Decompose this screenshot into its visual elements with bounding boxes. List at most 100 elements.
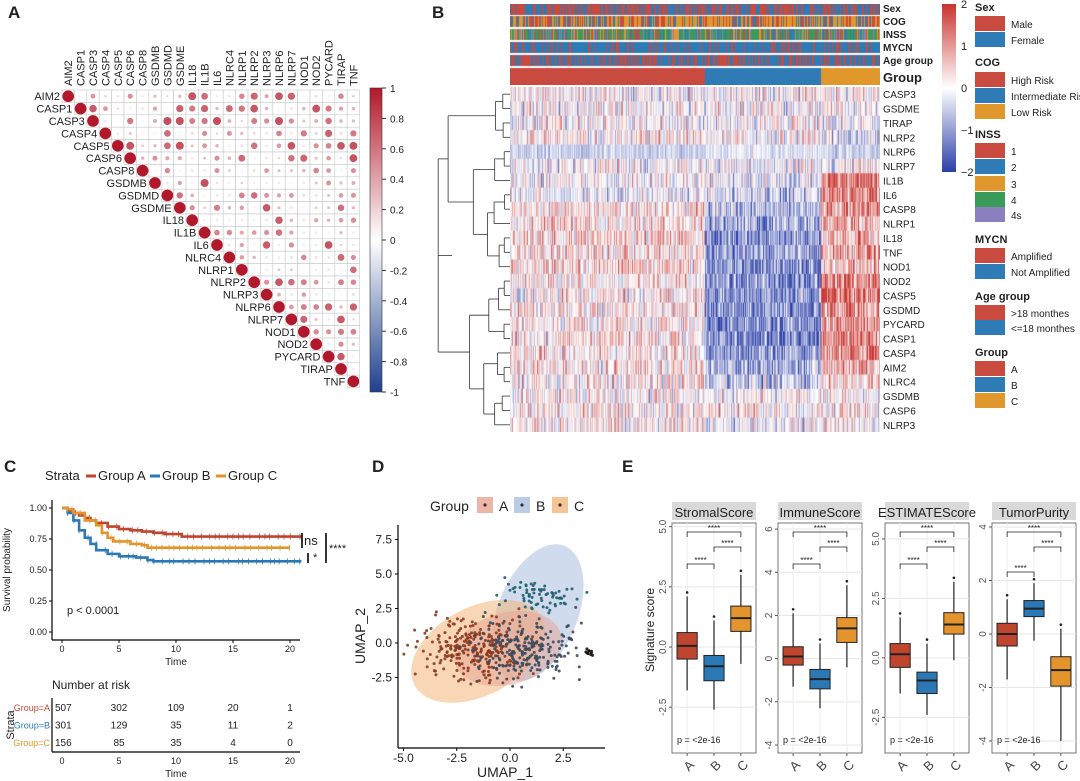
survival-curve-group-b [62,506,302,563]
umap-point [523,641,527,645]
legend-dot [520,503,524,507]
correlation-circle [322,350,335,363]
risk-count: 507 [55,703,72,714]
risk-table-row-label: Group=B [14,721,50,731]
correlation-circle [240,131,244,136]
correlation-circle [290,107,293,110]
legend-label: High Risk [1011,76,1055,87]
legend-title: Sex [975,2,995,14]
umap-point [495,676,499,680]
significance-bracket [819,546,848,552]
correlation-circle [350,328,357,335]
umap-point [585,590,589,594]
umap-point [566,651,570,655]
correlation-circle [215,181,219,185]
umap-point [503,654,507,658]
significance-label: **** [907,556,919,565]
gene-label: CASP8 [883,205,916,216]
legend-swatch [975,248,1005,263]
umap-point [482,673,486,677]
umap-point [497,628,501,632]
correlation-circle [265,144,268,147]
x-tick-label: 0 [59,644,64,654]
correlation-circle [287,92,296,100]
umap-point [462,678,466,682]
gene-label: IL18 [883,234,903,245]
umap-point [505,642,509,646]
x-tick-label: A [680,757,697,774]
correlation-circle [116,107,120,110]
y-tick-label: 5.0 [658,519,669,533]
legend-label: Low Risk [1011,108,1053,119]
umap-point [546,661,550,665]
risk-count: 35 [170,738,182,749]
umap-point [522,599,526,603]
correlation-circle [124,152,137,165]
umap-point [463,625,467,629]
umap-point [548,608,552,612]
umap-point [457,661,461,665]
umap-point [481,631,485,635]
y-tick-label: 0.75 [29,534,47,544]
outlier [845,579,849,583]
y-tick-label: 2.5 [375,602,392,616]
correlation-circle [188,92,197,101]
umap-point [518,665,522,669]
panel-label-d: D [372,457,384,476]
legend-swatch [975,104,1005,119]
correlation-circle [215,106,219,111]
umap-point [509,638,513,642]
legend-swatch [975,143,1005,158]
umap-point [508,658,512,662]
correlation-circle [313,279,319,285]
legend-label: Group B [162,468,210,483]
umap-point [472,634,476,638]
risk-table-row-label: Group=C [13,738,50,748]
umap-point [429,627,433,631]
correlation-circle [300,315,308,323]
correlation-circle [223,251,236,264]
umap-point [550,591,554,595]
correlation-circle [173,201,186,214]
correlation-circle [327,206,331,210]
umap-point [546,592,550,596]
correlation-circle [264,94,269,99]
umap-point [537,663,541,667]
correlation-circle [164,130,171,137]
gene-label: TNF [883,248,902,259]
umap-point [491,644,495,648]
correlation-circle [325,142,332,149]
umap-point [458,636,462,640]
umap-point [511,684,515,688]
correlation-circle [136,164,149,177]
correlation-circle [240,119,243,123]
umap-point [475,654,479,658]
correlation-circle [186,214,199,227]
correlation-circle [215,132,219,135]
significance-label: **** [1028,524,1040,533]
correlation-circle [238,154,246,162]
umap-point [518,620,522,624]
correlation-circle [327,256,330,259]
significance-bracket [792,563,821,569]
umap-point [522,596,526,600]
correlation-circle [265,219,268,222]
correlation-circle [302,119,306,123]
correlation-circle [337,141,345,150]
umap-point [491,638,495,642]
umap-point [438,640,442,644]
survival-plot: Strata Group A Group B Group C 0.00 0.25 0.50 0… [2,468,347,780]
umap-point [425,629,429,633]
correlation-circle [104,119,107,123]
correlation-circle [337,352,345,361]
correlation-circle [351,119,356,123]
umap-point [530,637,534,641]
legend-dot [483,503,487,507]
y-tick-label: 6 [764,526,775,532]
gene-label: AIM2 [883,363,907,374]
correlation-circle [290,206,293,209]
correlation-circle [339,157,343,160]
correlation-circle [351,106,356,111]
correlation-circle [201,117,208,125]
risk-table-row-label: Group=A [14,703,50,713]
